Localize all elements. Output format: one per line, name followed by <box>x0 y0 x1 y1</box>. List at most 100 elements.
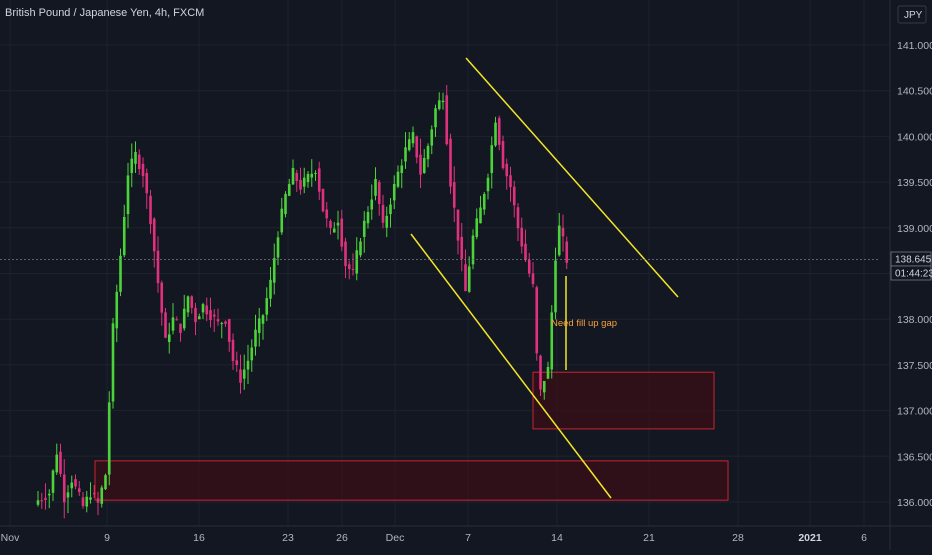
candle-body <box>66 492 70 498</box>
candle-body <box>160 282 164 313</box>
price-tick-label: 136.000 <box>897 497 932 509</box>
candle-body <box>434 108 437 128</box>
candle-body <box>182 308 186 329</box>
upper-gap-zone[interactable] <box>532 371 715 430</box>
candle-body <box>212 314 216 317</box>
time-tick-label: 2021 <box>798 532 822 544</box>
price-tick-label: 140.500 <box>897 86 932 98</box>
candle-body <box>175 319 179 321</box>
time-axis[interactable]: Nov 9 16 23 26 Dec 7 14 21 28 2021 6 <box>0 525 932 544</box>
candle-body <box>276 237 280 258</box>
candle-body <box>250 347 254 361</box>
candle-body <box>96 498 100 503</box>
time-tick-label: 26 <box>336 532 348 544</box>
upper-trendline[interactable] <box>465 57 679 298</box>
time-tick-label: 6 <box>861 532 867 544</box>
time-tick-label: 9 <box>104 532 110 544</box>
candle-body <box>404 147 407 162</box>
candle-body <box>449 138 452 187</box>
lower-gap-zone[interactable] <box>94 460 729 501</box>
symbol-title[interactable]: British Pound / Japanese Yen, 4h, FXCM <box>5 7 204 19</box>
candle-body <box>482 194 486 210</box>
candle-body <box>542 380 546 393</box>
candle-body <box>261 315 265 324</box>
candle-body <box>452 182 456 208</box>
candle-body <box>505 163 509 177</box>
candle-body <box>239 369 242 383</box>
candle-body <box>385 215 389 228</box>
candle-body <box>107 402 111 475</box>
price-tick-label: 138.000 <box>897 314 932 326</box>
candle-body <box>269 279 272 299</box>
annotation-text: Need fill up gap <box>551 318 617 329</box>
candle-body <box>411 132 415 144</box>
time-tick-label: 21 <box>643 532 655 544</box>
candle-body <box>265 298 269 315</box>
candle-body <box>516 207 520 229</box>
gap-zones <box>94 371 729 501</box>
candle-body <box>179 323 182 333</box>
price-tick-label: 137.000 <box>897 406 932 418</box>
time-tick-label: 14 <box>551 532 563 544</box>
candle-body <box>92 492 96 495</box>
time-tick-label: 7 <box>465 532 471 544</box>
candle-body <box>479 207 482 224</box>
price-tick-label: 141.000 <box>897 40 932 52</box>
candle-body <box>194 307 197 323</box>
candle-body <box>126 175 130 215</box>
countdown-timer: 01:44:23 <box>895 269 932 280</box>
last-price-value: 138.645 <box>895 255 932 266</box>
candle-body <box>36 500 40 505</box>
candle-body <box>152 218 156 252</box>
currency-label: JPY <box>904 10 923 21</box>
candle-body <box>141 163 145 177</box>
lower-trendline[interactable] <box>410 233 612 499</box>
candle-body <box>329 220 332 228</box>
candle-body <box>475 218 479 237</box>
candle-body <box>340 218 344 247</box>
candle-body <box>227 319 231 342</box>
candle-body <box>426 145 430 160</box>
candle-body <box>531 273 535 285</box>
candle-body <box>456 209 460 241</box>
candle-body <box>527 259 531 274</box>
candle-body <box>171 317 175 331</box>
candle-body <box>437 100 441 109</box>
currency-badge[interactable]: JPY <box>897 5 927 24</box>
candle-body <box>201 304 205 313</box>
time-tick-label: 16 <box>193 532 205 544</box>
last-price-label: 138.645 01:44:23 <box>890 251 932 281</box>
candle-body <box>419 154 422 175</box>
time-tick-label: Nov <box>1 532 20 544</box>
candle-body <box>565 241 569 263</box>
candle-body <box>291 167 295 185</box>
candle-body <box>314 172 317 174</box>
candle-body <box>55 454 59 473</box>
candle-body <box>51 470 55 493</box>
candle-body <box>100 487 104 504</box>
candle-body <box>40 500 44 502</box>
candle-body <box>546 367 550 379</box>
candle-body <box>445 95 449 145</box>
candle-body <box>415 136 419 158</box>
candle-body <box>197 316 201 320</box>
candle-body <box>557 225 561 256</box>
candle-body <box>122 216 126 256</box>
candle-body <box>242 369 246 379</box>
candle-body <box>111 323 115 402</box>
candle-body <box>119 255 122 292</box>
candle-body <box>164 312 167 338</box>
candle-body <box>246 360 250 370</box>
candle-body <box>89 497 92 500</box>
candle-body <box>130 158 134 173</box>
candle-body <box>392 184 396 201</box>
candle-body <box>295 172 299 182</box>
candle-body <box>359 241 362 256</box>
candle-body <box>494 122 497 146</box>
candle-body <box>224 321 227 324</box>
candle-body <box>70 482 74 489</box>
candle-body <box>501 140 505 169</box>
candle-body <box>85 496 89 507</box>
candle-body <box>216 319 220 322</box>
